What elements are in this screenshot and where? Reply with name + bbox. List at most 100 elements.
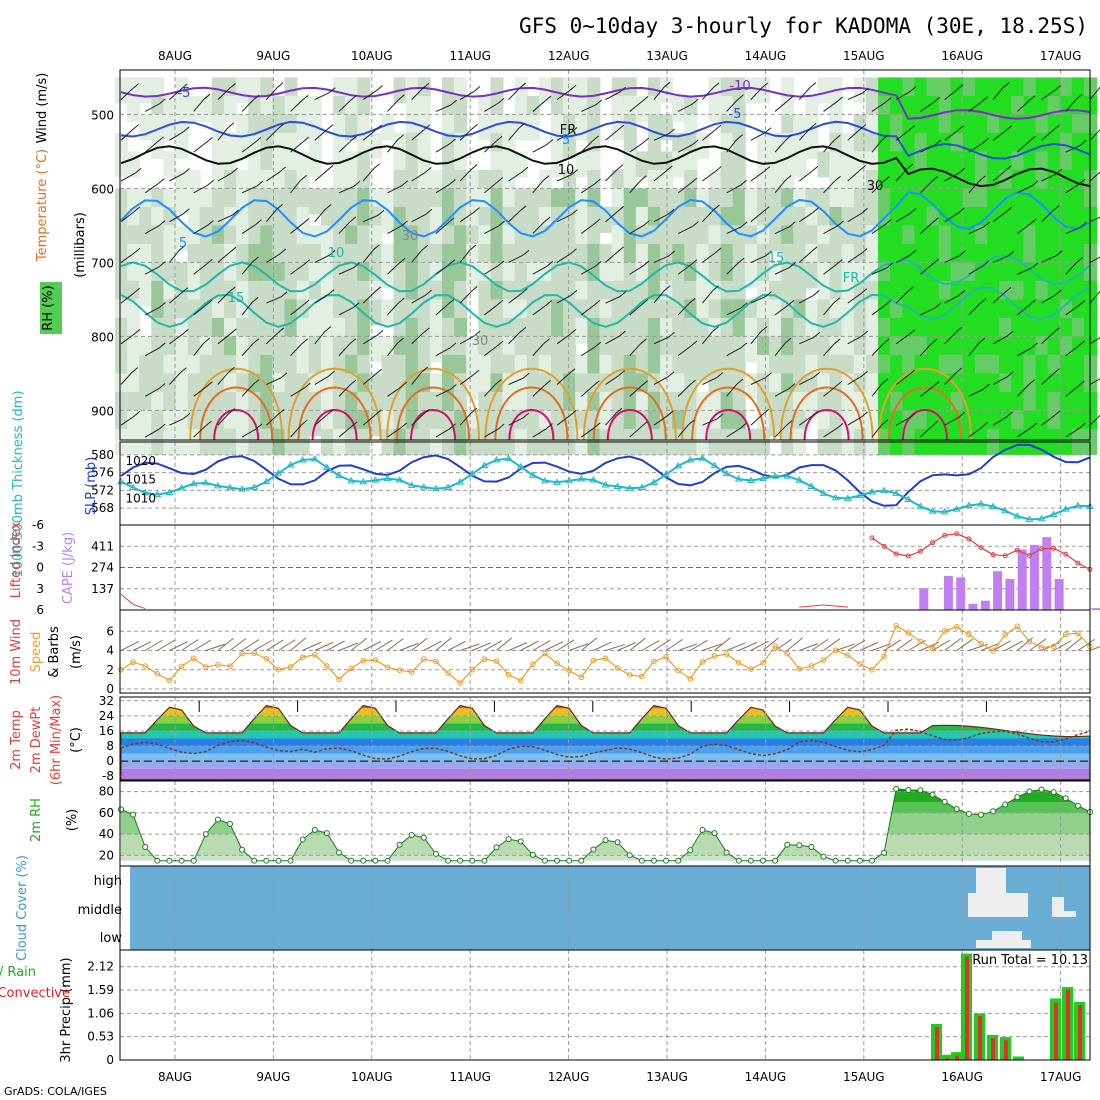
wind-barb <box>484 140 497 153</box>
wind-speed-marker <box>844 652 851 659</box>
wind-barb <box>362 249 374 263</box>
wind-barb <box>459 643 480 651</box>
wind-barb-flag <box>207 220 214 226</box>
wind-barb-flag <box>544 95 552 102</box>
wind-barb-flag <box>979 298 987 304</box>
rh-shade-cell <box>466 373 480 400</box>
cape-bar <box>968 603 978 610</box>
wind-barb <box>702 209 714 223</box>
wind-barb <box>532 100 546 112</box>
wind-barb-flag <box>423 327 430 334</box>
rh-shade-cell <box>514 151 528 178</box>
wind-barb <box>629 343 641 356</box>
rh-marker <box>360 857 367 864</box>
wind-speed-marker <box>869 667 875 673</box>
rh-shade-cell <box>514 114 528 141</box>
wind-barb-flag <box>616 164 624 171</box>
wind-barb <box>895 333 910 345</box>
wind-barb-flag <box>1077 380 1085 387</box>
wind-barb <box>992 211 1007 223</box>
wind-barb <box>629 637 646 651</box>
wind-barb <box>314 254 330 263</box>
wind-barb <box>484 182 498 194</box>
temp-contour-label: FR <box>843 271 860 286</box>
wind-barb-flag <box>1054 85 1061 91</box>
wind-barb <box>1017 185 1033 194</box>
rh-marker <box>844 857 851 864</box>
wind-barb <box>1016 100 1030 112</box>
rh-tick-label: 20 <box>99 848 114 862</box>
wind-speed-marker <box>1014 623 1021 630</box>
wind-speed-marker <box>457 680 463 686</box>
wind-barb <box>702 377 718 385</box>
wind-barb <box>169 88 182 100</box>
rh-shade-cell <box>381 299 395 326</box>
wind-barb-flag <box>594 260 602 267</box>
precip-panel: 0 0.53 1.06 1.59 2.12 Run Total = 10.13 3hr Pr… <box>0 949 1091 1067</box>
lifted-index-marker <box>978 545 984 551</box>
wind-barb-flag <box>884 219 892 225</box>
wind-barb-flag <box>232 209 239 216</box>
wind-barb <box>217 88 230 100</box>
wind-barb <box>678 643 698 651</box>
wind-barb <box>726 139 738 153</box>
wind-barb <box>338 140 351 153</box>
wind-barb-flag <box>619 86 626 93</box>
wind-barb-flag <box>1052 327 1060 334</box>
wind-barb <box>387 302 399 316</box>
wind-barb-flag <box>955 327 963 333</box>
wind-barb-flag <box>353 181 361 187</box>
wind-barb-flag <box>276 82 284 89</box>
wind-barb-flag <box>957 125 964 132</box>
wind-barb <box>241 261 253 275</box>
wind-barb <box>920 181 932 194</box>
wind-barb-flag <box>955 367 963 374</box>
wind-barb <box>278 639 296 651</box>
wind-barb-flag <box>256 180 264 187</box>
wind-barb <box>823 225 838 234</box>
warm-arch-contour <box>189 367 284 441</box>
wind-barb-flag <box>592 380 600 387</box>
wind-barb-flag <box>812 207 819 214</box>
wind-barb <box>823 139 835 153</box>
rh-shade-cell <box>635 95 649 122</box>
rh-marker <box>626 852 633 859</box>
wind-barb <box>774 342 786 356</box>
wind-barb-flag <box>1006 411 1014 418</box>
wind-speed-marker <box>154 671 161 677</box>
wind-barb <box>1041 210 1054 223</box>
wind-barb-flag <box>519 82 526 89</box>
date-tick-label: 8AUG <box>158 49 192 63</box>
temp-band <box>121 738 1090 747</box>
wind-barb <box>847 416 862 426</box>
wind-barb-flag <box>421 366 429 373</box>
wind-barb-flag <box>861 411 868 418</box>
wind-barb-flag <box>397 134 404 141</box>
wind-barb-flag <box>668 331 675 338</box>
wind-barb <box>605 169 618 182</box>
lifted-index-marker <box>966 536 972 542</box>
rh-marker <box>699 826 706 833</box>
wind-speed-line <box>120 624 1091 684</box>
wind-barb-flag <box>909 86 917 92</box>
date-tick-label: 12AUG <box>548 49 590 63</box>
wind-barb <box>629 385 642 397</box>
wind-barb <box>980 642 1000 651</box>
wind-barb-flag <box>449 138 456 145</box>
wind-barb <box>823 101 837 112</box>
rh-legend-label: RH (%) <box>41 285 56 330</box>
rh2m-panel: 20 40 60 80 2m RH (%) <box>29 780 1093 867</box>
wind-barb <box>314 294 329 304</box>
date-tick-label: 13AUG <box>646 49 688 63</box>
wind-barb <box>847 375 862 385</box>
wind-barb <box>556 415 571 426</box>
wind-barb-flag <box>810 246 818 253</box>
wind-barb <box>556 214 572 223</box>
wind-barb <box>435 428 450 438</box>
wind-barb <box>847 293 862 304</box>
wind-barb <box>484 304 498 316</box>
rh-marker <box>881 849 888 856</box>
wind-barb-flag <box>328 249 336 256</box>
wind-barb-flag <box>881 419 889 425</box>
wind-barb <box>774 180 786 194</box>
